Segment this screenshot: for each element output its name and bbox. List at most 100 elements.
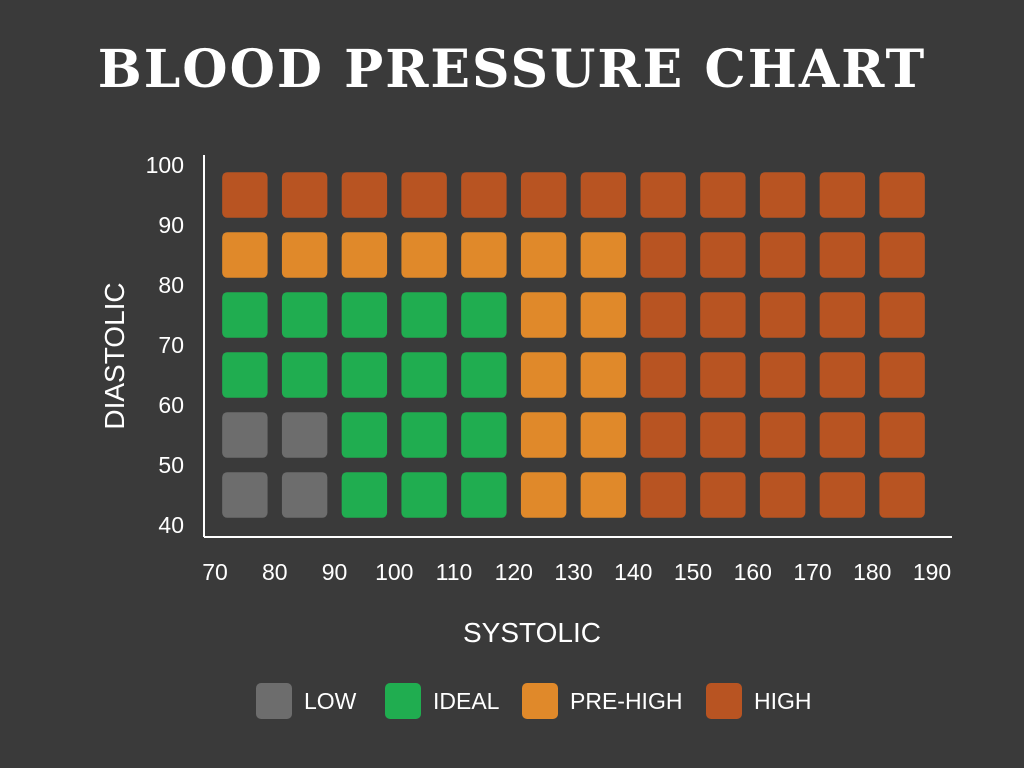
cell-ideal-sys110-dia50 bbox=[461, 412, 507, 458]
cell-high-sys140-dia60 bbox=[640, 352, 686, 398]
cell-ideal-sys110-dia60 bbox=[461, 352, 507, 398]
cell-pre-high-sys120-dia40 bbox=[520, 472, 567, 518]
cell-high-sys170-dia40 bbox=[819, 472, 866, 518]
cell-high-sys140-dia90 bbox=[640, 172, 686, 218]
cell-ideal-sys110-dia40 bbox=[461, 472, 507, 518]
legend-swatch-low bbox=[256, 683, 292, 719]
x-tick-label: 150 bbox=[674, 559, 712, 585]
cell-high-sys160-dia80 bbox=[759, 232, 806, 278]
cell-pre-high-sys100-dia80 bbox=[401, 232, 447, 278]
cell-high-sys160-dia70 bbox=[759, 292, 806, 338]
cell-high-sys120-dia90 bbox=[520, 172, 567, 218]
cell-high-sys160-dia50 bbox=[759, 412, 806, 458]
x-tick-label: 100 bbox=[375, 559, 413, 585]
cell-ideal-sys110-dia70 bbox=[461, 292, 507, 338]
legend-item-low: LOW bbox=[256, 682, 356, 720]
cell-high-sys110-dia90 bbox=[461, 172, 507, 218]
cell-pre-high-sys70-dia80 bbox=[222, 232, 268, 278]
legend-item-high: HIGH bbox=[706, 682, 812, 720]
cell-high-sys130-dia90 bbox=[580, 172, 627, 218]
cell-high-sys70-dia90 bbox=[222, 172, 268, 218]
blood-pressure-heatmap: 70 80 90 100 110 120 130 140 150 160 170 180 190 40 50… bbox=[99, 152, 952, 648]
y-tick-label: 40 bbox=[158, 512, 184, 538]
y-tick-label: 80 bbox=[158, 272, 184, 298]
cell-high-sys170-dia60 bbox=[819, 352, 866, 398]
cell-high-sys150-dia40 bbox=[700, 472, 746, 518]
cell-pre-high-sys120-dia50 bbox=[520, 412, 567, 458]
cell-pre-high-sys120-dia60 bbox=[520, 352, 567, 398]
legend-item-pre-high: PRE-HIGH bbox=[522, 682, 682, 720]
cell-high-sys180-dia60 bbox=[879, 352, 925, 398]
cell-ideal-sys100-dia50 bbox=[401, 412, 447, 458]
y-tick-label: 50 bbox=[158, 452, 184, 478]
cell-high-sys150-dia60 bbox=[700, 352, 746, 398]
cell-high-sys160-dia90 bbox=[759, 172, 806, 218]
cell-pre-high-sys130-dia80 bbox=[580, 232, 627, 278]
legend-label-ideal: IDEAL bbox=[433, 687, 500, 714]
cell-ideal-sys100-dia40 bbox=[401, 472, 447, 518]
cell-high-sys180-dia90 bbox=[879, 172, 925, 218]
legend-label-high: HIGH bbox=[754, 687, 812, 714]
legend-swatch-high bbox=[706, 683, 742, 719]
cell-high-sys150-dia90 bbox=[700, 172, 746, 218]
x-tick-label: 140 bbox=[614, 559, 652, 585]
cell-high-sys180-dia80 bbox=[879, 232, 925, 278]
cell-ideal-sys90-dia50 bbox=[341, 412, 388, 458]
cell-ideal-sys100-dia70 bbox=[401, 292, 447, 338]
cell-pre-high-sys80-dia80 bbox=[281, 232, 328, 278]
cell-pre-high-sys120-dia80 bbox=[520, 232, 567, 278]
cell-low-sys70-dia40 bbox=[222, 472, 268, 518]
x-tick-label: 110 bbox=[436, 559, 473, 585]
cell-pre-high-sys130-dia50 bbox=[580, 412, 627, 458]
cell-high-sys150-dia80 bbox=[700, 232, 746, 278]
chart-legend: LOW IDEAL PRE-HIGH HIGH bbox=[0, 682, 1024, 720]
x-tick-label: 120 bbox=[495, 559, 533, 585]
cell-pre-high-sys120-dia70 bbox=[520, 292, 567, 338]
cell-ideal-sys90-dia40 bbox=[341, 472, 388, 518]
cell-ideal-sys70-dia70 bbox=[222, 292, 268, 338]
cell-high-sys140-dia70 bbox=[640, 292, 686, 338]
chart-axes bbox=[203, 155, 952, 538]
cell-ideal-sys90-dia70 bbox=[341, 292, 388, 338]
cell-high-sys140-dia50 bbox=[640, 412, 686, 458]
x-tick-label: 170 bbox=[793, 559, 831, 585]
chart-title: BLOOD PRESSURE CHART bbox=[97, 39, 927, 100]
cell-high-sys150-dia70 bbox=[700, 292, 746, 338]
cell-high-sys180-dia70 bbox=[879, 292, 925, 338]
x-axis-title: SYSTOLIC bbox=[463, 617, 601, 648]
cell-low-sys80-dia50 bbox=[281, 412, 328, 458]
axis-ticks: 70 80 90 100 110 120 130 140 150 160 170 180 190 40 50… bbox=[146, 152, 952, 585]
cell-pre-high-sys130-dia60 bbox=[580, 352, 627, 398]
cell-high-sys180-dia50 bbox=[879, 412, 925, 458]
cell-high-sys170-dia50 bbox=[819, 412, 866, 458]
cell-ideal-sys80-dia60 bbox=[281, 352, 328, 398]
y-tick-label: 70 bbox=[158, 332, 184, 358]
x-tick-label: 190 bbox=[913, 559, 951, 585]
cell-ideal-sys80-dia70 bbox=[281, 292, 328, 338]
x-tick-label: 90 bbox=[322, 559, 348, 585]
cell-high-sys140-dia80 bbox=[640, 232, 686, 278]
x-tick-label: 160 bbox=[734, 559, 772, 585]
cell-ideal-sys90-dia60 bbox=[341, 352, 388, 398]
cell-pre-high-sys130-dia40 bbox=[580, 472, 627, 518]
cell-high-sys100-dia90 bbox=[401, 172, 447, 218]
cell-high-sys160-dia40 bbox=[759, 472, 806, 518]
y-tick-label: 90 bbox=[158, 212, 184, 238]
x-tick-label: 180 bbox=[853, 559, 891, 585]
heatmap-cells bbox=[222, 172, 925, 518]
y-tick-label: 100 bbox=[146, 152, 184, 178]
legend-swatch-ideal bbox=[385, 683, 421, 719]
cell-high-sys160-dia60 bbox=[759, 352, 806, 398]
y-tick-label: 60 bbox=[158, 392, 184, 418]
legend-item-ideal: IDEAL bbox=[385, 682, 499, 720]
cell-high-sys170-dia70 bbox=[819, 292, 866, 338]
cell-high-sys80-dia90 bbox=[281, 172, 328, 218]
cell-pre-high-sys90-dia80 bbox=[341, 232, 388, 278]
cell-high-sys140-dia40 bbox=[640, 472, 686, 518]
legend-label-low: LOW bbox=[304, 687, 357, 714]
cell-high-sys180-dia40 bbox=[879, 472, 925, 518]
cell-high-sys150-dia50 bbox=[700, 412, 746, 458]
x-tick-label: 130 bbox=[554, 559, 592, 585]
cell-high-sys170-dia90 bbox=[819, 172, 866, 218]
y-axis-title: DIASTOLIC bbox=[99, 282, 130, 429]
